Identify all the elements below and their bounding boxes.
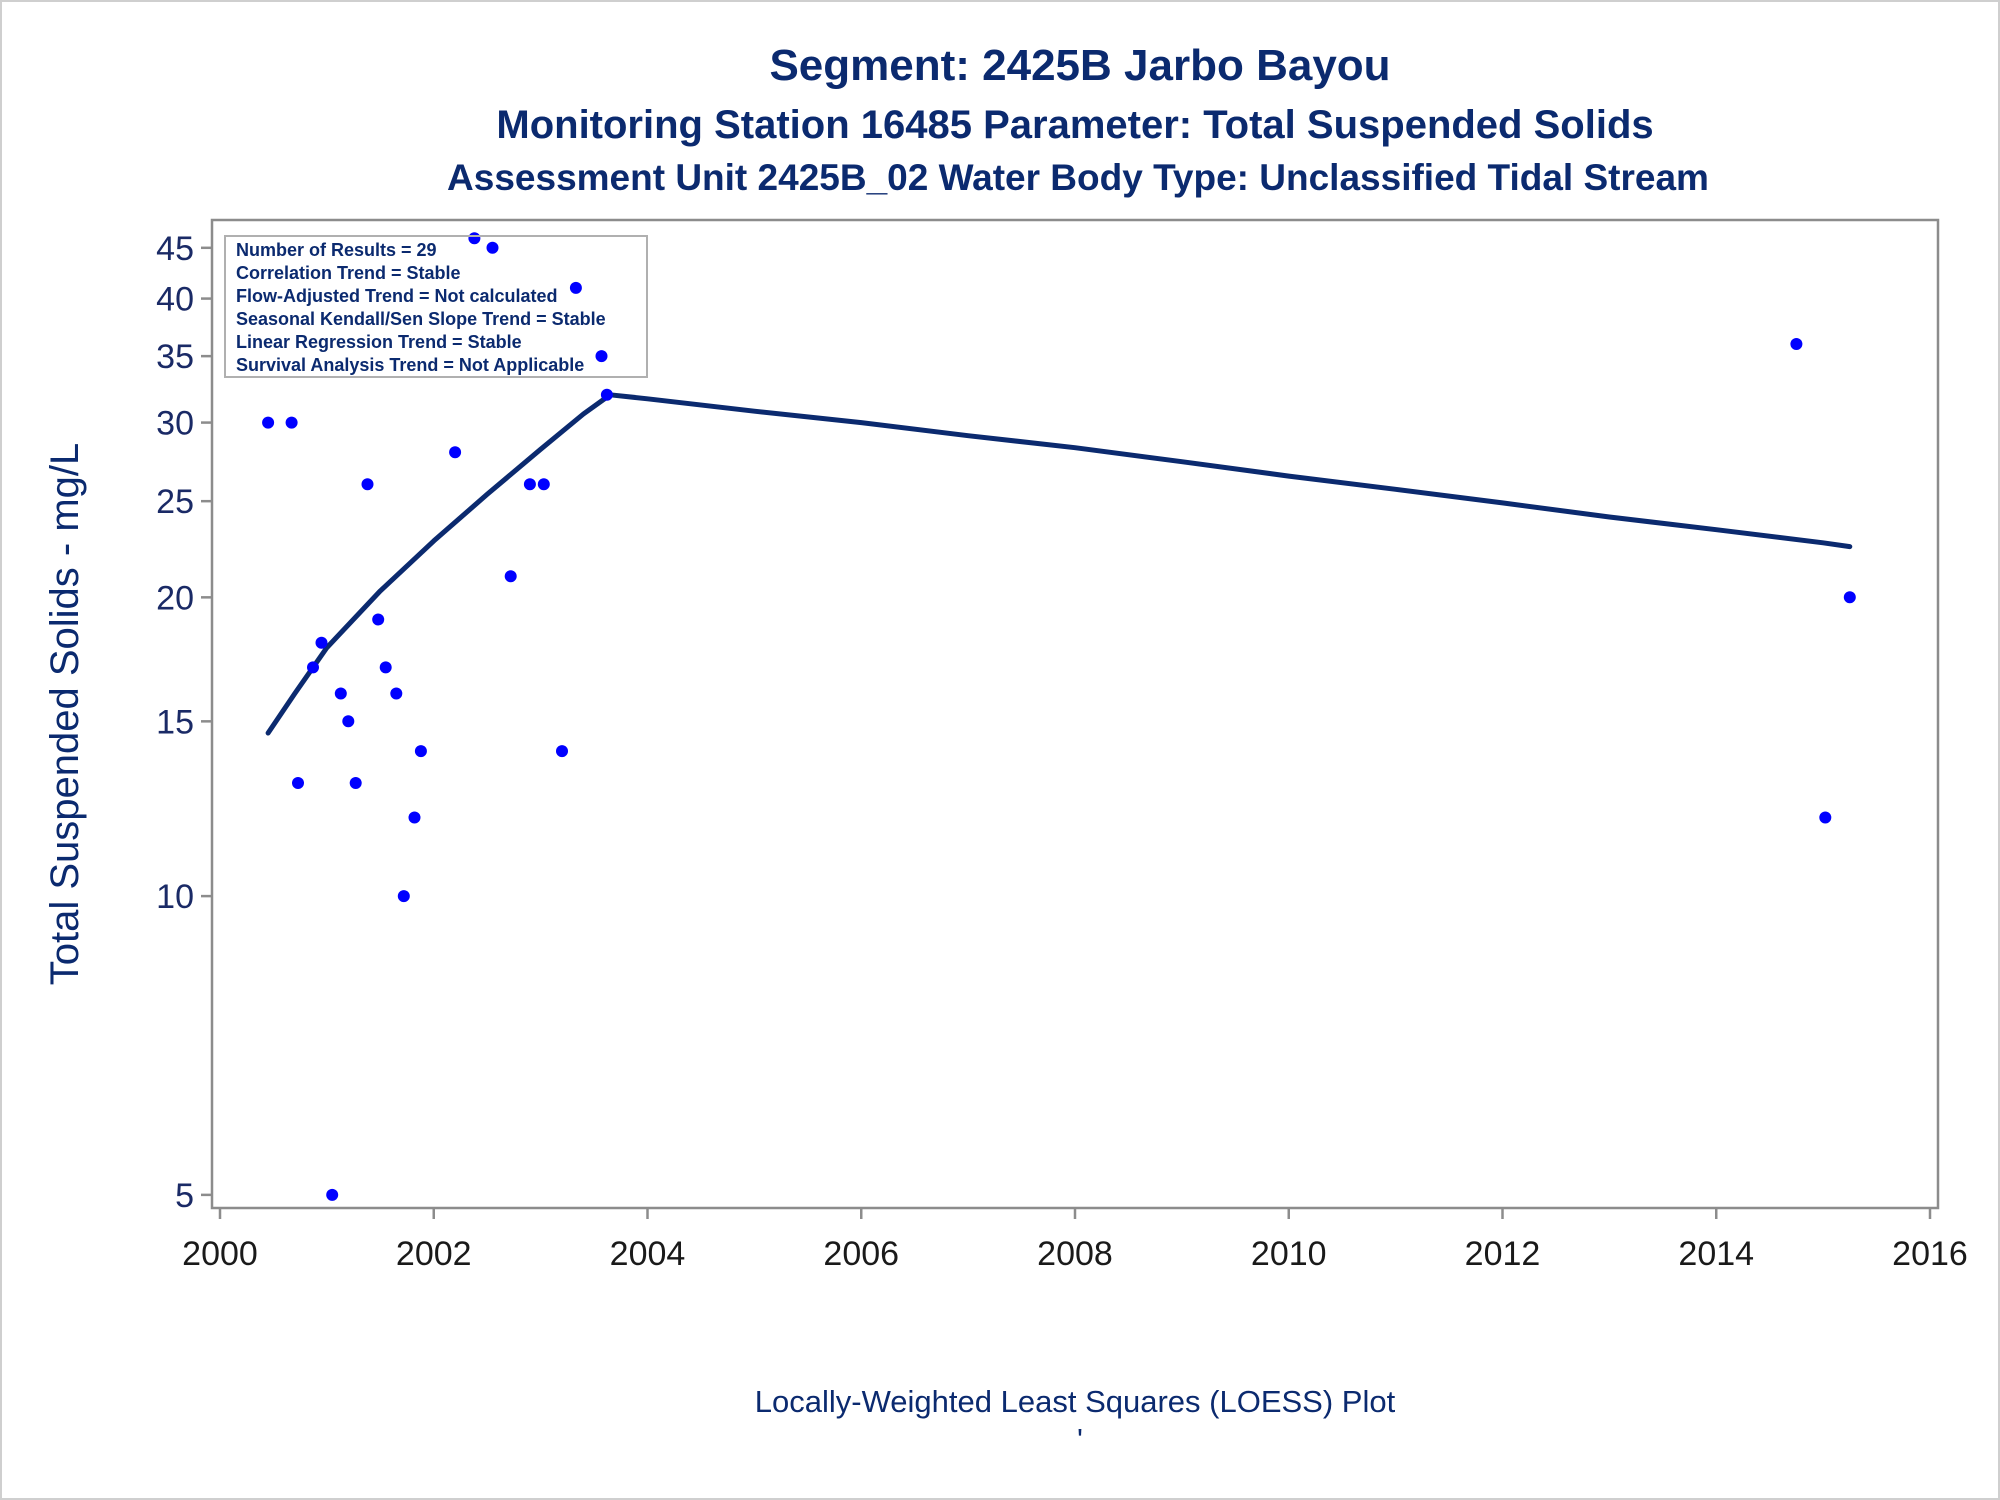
x-tick-label-2006: 2006 (823, 1235, 899, 1273)
x-tick-label-2004: 2004 (610, 1235, 686, 1273)
data-point-9 (349, 777, 362, 789)
footnote: Locally-Weighted Least Squares (LOESS) P… (755, 1384, 1396, 1419)
x-tick-label-2016: 2016 (1892, 1235, 1968, 1273)
data-point-15 (408, 811, 421, 824)
data-point-6 (326, 1188, 339, 1201)
trend-summary-border (224, 235, 648, 378)
y-tick-label-40: 40 (156, 281, 194, 319)
data-point-13 (390, 687, 403, 700)
x-tick-label-2010: 2010 (1251, 1235, 1327, 1273)
inset-line-results: Number of Results = 29 (236, 240, 437, 260)
chart-subtitle: Monitoring Station 16485 Parameter: Tota… (496, 103, 1653, 147)
y-tick-label-10: 10 (156, 878, 194, 916)
y-tick-label-35: 35 (156, 338, 194, 376)
loess-line (265, 392, 1853, 736)
inset-line-linear-regression: Linear Regression Trend = Stable (236, 332, 522, 352)
y-tick-label-5: 5 (175, 1177, 194, 1215)
x-tick-label-2002: 2002 (396, 1235, 472, 1273)
inset-line-seasonal-kendall: Seasonal Kendall/Sen Slope Trend = Stabl… (236, 309, 606, 329)
x-tick-label-2014: 2014 (1678, 1235, 1754, 1273)
data-point-3 (292, 777, 304, 789)
data-point-14 (397, 890, 410, 903)
x-tick-label-2000: 2000 (182, 1235, 258, 1273)
loess-series (265, 392, 1853, 736)
data-point-11 (372, 613, 385, 626)
y-tick-label-20: 20 (156, 579, 194, 617)
data-point-2 (285, 416, 298, 429)
chart-title: Segment: 2425B Jarbo Bayou (769, 41, 1390, 90)
data-point-26 (600, 388, 613, 401)
data-point-17 (449, 446, 462, 459)
data-point-22 (537, 478, 550, 491)
data-point-16 (414, 745, 427, 758)
x-tick-label-2008: 2008 (1037, 1235, 1113, 1273)
inset-line-flow-adjusted: Flow-Adjusted Trend = Not calculated (236, 286, 558, 306)
inset-line-survival-analysis: Survival Analysis Trend = Not Applicable (236, 355, 584, 375)
data-point-20 (504, 570, 517, 583)
chart-subtitle-2: Assessment Unit 2425B_02 Water Body Type… (447, 157, 1709, 198)
data-point-1 (262, 416, 275, 429)
data-point-24 (569, 281, 582, 294)
x-axis: 2000 2002 2004 2006 2008 2010 2012 2014 2016 (182, 1208, 1968, 1273)
data-point-21 (523, 478, 536, 491)
y-axis: 5 10 15 20 25 30 35 40 45 (156, 230, 212, 1215)
y-tick-label-15: 15 (156, 703, 194, 741)
data-point-8 (342, 715, 355, 728)
trend-summary-box: Number of Results = 29 Correlation Trend… (224, 235, 648, 378)
data-point-29 (1843, 591, 1856, 604)
inset-line-correlation: Correlation Trend = Stable (236, 263, 461, 283)
x-tick-label-2012: 2012 (1465, 1235, 1541, 1273)
y-tick-label-45: 45 (156, 230, 194, 268)
data-point-25 (595, 350, 608, 363)
data-point-10 (361, 478, 374, 491)
data-point-4 (307, 661, 319, 674)
footnote-mark: ' (1077, 1422, 1083, 1457)
data-point-12 (379, 661, 392, 674)
data-point-5 (315, 636, 328, 649)
y-axis-label: Total Suspended Solids - mg/L (43, 443, 87, 986)
data-point-19 (486, 241, 499, 254)
data-point-27 (1790, 338, 1803, 350)
data-point-23 (556, 745, 568, 758)
data-point-28 (1819, 811, 1832, 824)
y-tick-label-25: 25 (156, 483, 194, 521)
data-points (262, 232, 1856, 1201)
data-point-7 (334, 687, 347, 700)
y-tick-label-30: 30 (156, 405, 194, 443)
